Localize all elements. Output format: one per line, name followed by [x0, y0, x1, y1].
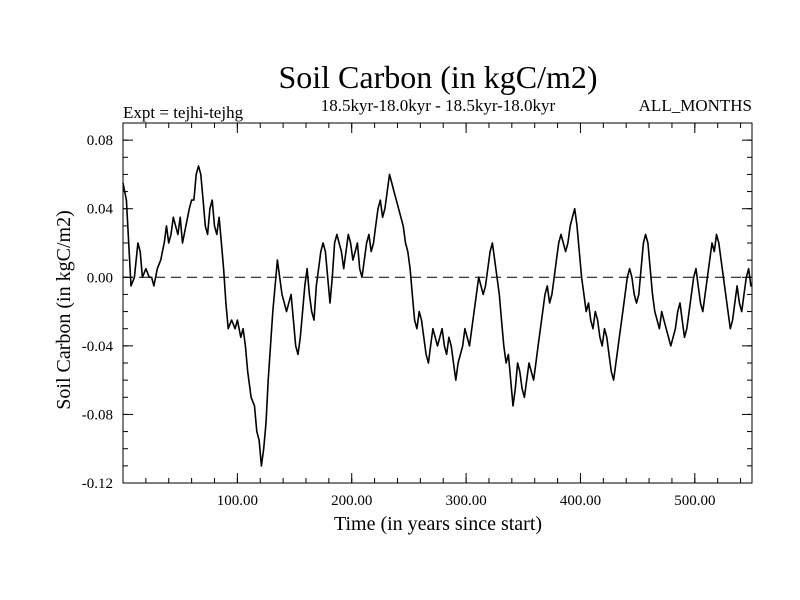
x-tick-label: 400.00 — [560, 493, 601, 509]
x-tick-label: 500.00 — [674, 493, 715, 509]
plot-area: 100.00 200.00 300.00 400.00 500.00 -0.12 -0.08… — [82, 122, 753, 509]
y-tick-label: 0.04 — [87, 202, 114, 218]
y-tick-label: 0.00 — [87, 270, 113, 286]
x-axis-label: Time (in years since start) — [334, 513, 542, 535]
x-tick-label: 200.00 — [331, 493, 372, 509]
experiment-label: Expt = tejhi-tejhg — [123, 103, 244, 122]
plot-frame — [122, 122, 753, 484]
y-axis-label: Soil Carbon (in kgC/m2) — [53, 210, 75, 409]
y-tick-label: -0.12 — [82, 476, 113, 492]
x-tick-label: 100.00 — [217, 493, 258, 509]
y-tick-label: 0.08 — [87, 133, 113, 149]
chart-title: Soil Carbon (in kgC/m2) — [278, 59, 597, 95]
chart-subtitle: 18.5kyr-18.0kyr - 18.5kyr-18.0kyr — [321, 96, 556, 115]
y-tick-label: -0.04 — [82, 339, 114, 355]
y-tick-label: -0.08 — [82, 407, 113, 423]
data-series-line — [122, 165, 752, 467]
x-tick-label: 300.00 — [445, 493, 486, 509]
months-label: ALL_MONTHS — [639, 96, 752, 115]
